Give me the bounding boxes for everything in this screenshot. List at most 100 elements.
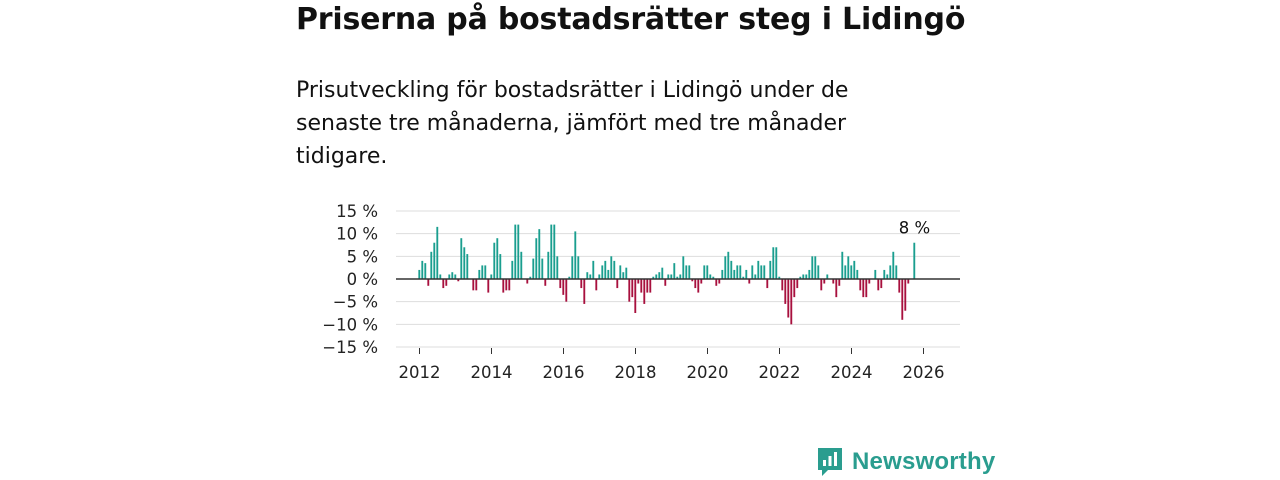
bar <box>517 224 520 279</box>
bar <box>442 279 445 289</box>
bar <box>682 256 685 279</box>
bar <box>838 279 841 286</box>
bars <box>418 224 916 325</box>
bar <box>868 279 871 284</box>
bar <box>514 224 517 279</box>
y-tick-label: 10 % <box>336 225 378 244</box>
bar <box>709 274 712 279</box>
gridlines <box>396 210 960 348</box>
bar <box>808 269 811 279</box>
bar <box>796 279 799 289</box>
bar <box>658 272 661 279</box>
bar <box>673 263 676 279</box>
bar-chart: 15 %10 %5 %0 %−5 %−10 %−15 % 2012 2014 201… <box>322 202 960 382</box>
bar <box>778 276 781 279</box>
bar <box>814 256 817 279</box>
bar <box>700 279 703 284</box>
bar <box>703 265 706 279</box>
bar <box>643 279 646 304</box>
newsworthy-icon <box>818 448 842 476</box>
bar <box>739 265 742 279</box>
x-tick-label: 2022 <box>759 363 801 382</box>
bar <box>685 265 688 279</box>
bar <box>580 279 583 289</box>
bar <box>667 274 670 279</box>
bar <box>541 258 544 279</box>
bar <box>520 251 523 279</box>
bar <box>556 256 559 279</box>
bar <box>718 279 721 284</box>
bar <box>859 279 862 291</box>
bar <box>898 279 901 293</box>
bar <box>892 251 895 279</box>
bar <box>853 260 856 279</box>
annotation-group: 8 % <box>899 219 930 238</box>
bar <box>820 279 823 291</box>
bar <box>787 279 790 318</box>
bar <box>628 279 631 302</box>
bar <box>496 238 499 279</box>
bar <box>529 276 532 279</box>
bar <box>601 265 604 279</box>
bar <box>784 279 787 304</box>
bar <box>847 256 850 279</box>
y-tick-label: 0 % <box>347 270 378 289</box>
bar <box>691 279 694 282</box>
bar <box>688 265 691 279</box>
bar <box>625 267 628 279</box>
bar <box>802 274 805 279</box>
x-tick-label: 2020 <box>687 363 729 382</box>
x-tick-label: 2012 <box>399 363 441 382</box>
bar <box>904 279 907 311</box>
bar <box>619 265 622 279</box>
bar <box>535 238 538 279</box>
bar <box>475 279 478 291</box>
bar <box>844 265 847 279</box>
bar <box>436 226 439 279</box>
bar <box>832 279 835 284</box>
y-tick-label: −5 % <box>333 293 378 312</box>
bar <box>592 260 595 279</box>
bar <box>454 274 457 279</box>
bar <box>577 256 580 279</box>
newsworthy-logo: Newsworthy <box>816 446 995 478</box>
bar <box>763 265 766 279</box>
bar <box>430 251 433 279</box>
bar <box>640 279 643 293</box>
bar <box>835 279 838 298</box>
bar <box>418 269 421 279</box>
bar <box>676 276 679 279</box>
bar <box>598 274 601 279</box>
bar <box>862 279 865 298</box>
bar <box>448 274 451 279</box>
bar <box>748 279 751 284</box>
bar <box>769 260 772 279</box>
bar <box>652 276 655 279</box>
bar <box>547 251 550 279</box>
bar <box>559 279 562 289</box>
bar <box>595 279 598 291</box>
bar <box>463 247 466 279</box>
x-tick-label: 2016 <box>543 363 585 382</box>
bar <box>499 254 502 279</box>
bar <box>532 258 535 279</box>
bar <box>694 279 697 289</box>
bar <box>913 242 916 279</box>
bar <box>568 276 571 279</box>
x-tick-label: 2026 <box>903 363 945 382</box>
bar <box>712 276 715 279</box>
bar <box>775 247 778 279</box>
bar <box>817 265 820 279</box>
chart-subtitle: Prisutveckling för bostadsrätter i Lidin… <box>296 78 849 169</box>
bar <box>664 279 667 286</box>
bar <box>565 279 568 302</box>
y-tick-label: −10 % <box>322 315 378 334</box>
y-tick-label: −15 % <box>322 338 378 357</box>
bar <box>874 269 877 279</box>
bar <box>451 272 454 279</box>
x-tick-label: 2024 <box>831 363 873 382</box>
bar <box>553 224 556 279</box>
bar <box>511 260 514 279</box>
bar <box>883 269 886 279</box>
bar <box>571 256 574 279</box>
